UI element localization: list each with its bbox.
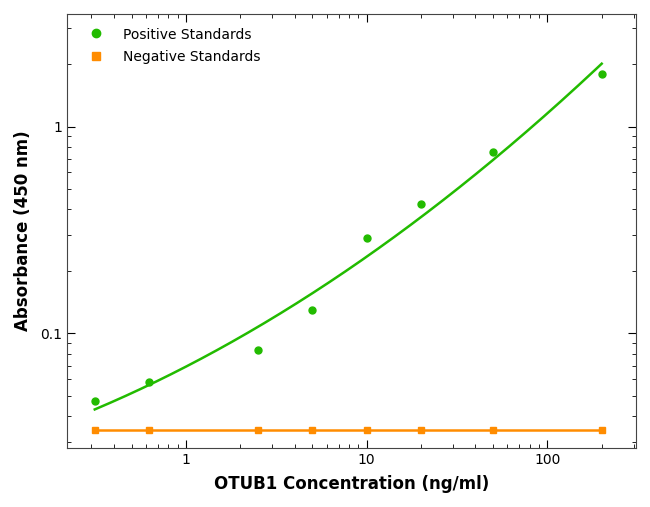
Negative Standards bbox=[308, 427, 316, 433]
Positive Standards bbox=[254, 347, 262, 353]
Negative Standards bbox=[91, 427, 99, 433]
Positive Standards bbox=[145, 379, 153, 385]
Legend: Positive Standards, Negative Standards: Positive Standards, Negative Standards bbox=[74, 21, 267, 71]
Positive Standards bbox=[489, 150, 497, 156]
Positive Standards bbox=[308, 307, 316, 313]
Positive Standards bbox=[91, 399, 99, 405]
Negative Standards bbox=[254, 427, 262, 433]
Line: Negative Standards: Negative Standards bbox=[91, 427, 605, 434]
Negative Standards bbox=[363, 427, 370, 433]
Negative Standards bbox=[489, 427, 497, 433]
Positive Standards bbox=[363, 235, 370, 241]
Negative Standards bbox=[145, 427, 153, 433]
Positive Standards bbox=[417, 201, 425, 207]
Positive Standards bbox=[598, 70, 606, 77]
Line: Positive Standards: Positive Standards bbox=[91, 70, 605, 405]
X-axis label: OTUB1 Concentration (ng/ml): OTUB1 Concentration (ng/ml) bbox=[214, 475, 489, 493]
Negative Standards bbox=[598, 427, 606, 433]
Y-axis label: Absorbance (450 nm): Absorbance (450 nm) bbox=[14, 131, 32, 331]
Negative Standards bbox=[417, 427, 425, 433]
